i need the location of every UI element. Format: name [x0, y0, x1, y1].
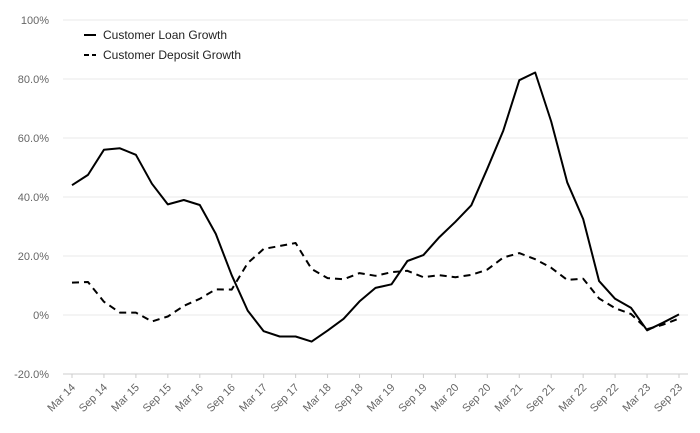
- legend-label: Customer Deposit Growth: [103, 48, 241, 62]
- x-tick-label: Mar 21: [493, 382, 526, 415]
- x-tick-label: Mar 17: [237, 382, 270, 415]
- series-line-customer-loan-growth: [71, 71, 680, 343]
- x-tick-label: Sep 15: [141, 382, 174, 415]
- x-tick-label: Sep 17: [269, 382, 302, 415]
- legend: Customer Loan Growth Customer Deposit Gro…: [84, 28, 241, 62]
- y-tick-label: 20.0%: [18, 251, 49, 263]
- gridlines: [63, 19, 688, 316]
- series-lines: [71, 71, 680, 343]
- x-tick-label: Sep 20: [460, 382, 493, 415]
- y-tick-label: 60.0%: [18, 133, 49, 145]
- y-tick-label: 0%: [33, 310, 49, 322]
- x-tick-label: Sep 23: [652, 382, 685, 415]
- y-tick-label: -20.0%: [14, 369, 49, 381]
- series-line-customer-deposit-growth: [71, 242, 680, 331]
- x-tick-label: Sep 18: [333, 382, 366, 415]
- x-tick-label: Mar 18: [301, 382, 334, 415]
- y-tick-label: 80.0%: [18, 74, 49, 86]
- x-tick-label: Sep 22: [588, 382, 621, 415]
- x-tick-label: Mar 19: [365, 382, 398, 415]
- x-tick-label: Mar 15: [109, 382, 142, 415]
- x-tick-label: Mar 16: [173, 382, 206, 415]
- x-tick-label: Sep 16: [205, 382, 238, 415]
- y-tick-label: 100%: [21, 15, 49, 27]
- x-tick-label: Mar 22: [557, 382, 590, 415]
- x-tick-label: Mar 14: [45, 382, 78, 415]
- x-tick-label: Sep 14: [77, 382, 110, 415]
- x-tick-label: Sep 21: [524, 382, 557, 415]
- axes: 100%80.0%60.0%40.0%20.0%0%-20.0%Mar 14Se…: [14, 15, 688, 415]
- y-tick-label: 40.0%: [18, 192, 49, 204]
- legend-label: Customer Loan Growth: [103, 28, 227, 42]
- x-tick-label: Mar 20: [429, 382, 462, 415]
- x-tick-label: Mar 23: [620, 382, 653, 415]
- x-tick-label: Sep 19: [396, 382, 429, 415]
